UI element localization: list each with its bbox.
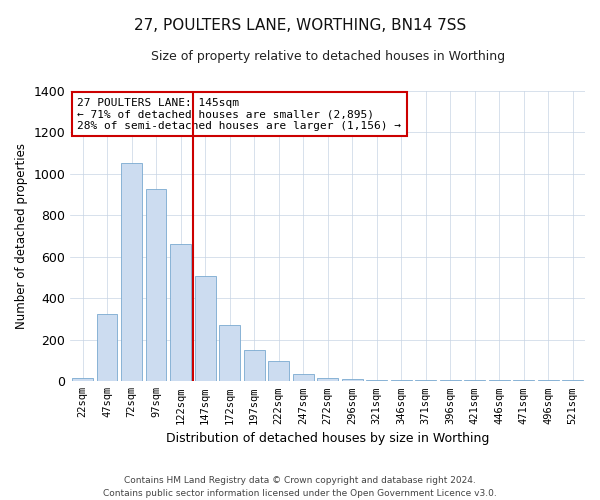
Bar	[538, 380, 559, 382]
Bar	[366, 380, 387, 382]
X-axis label: Distribution of detached houses by size in Worthing: Distribution of detached houses by size …	[166, 432, 490, 445]
Title: Size of property relative to detached houses in Worthing: Size of property relative to detached ho…	[151, 50, 505, 63]
Text: Contains HM Land Registry data © Crown copyright and database right 2024.
Contai: Contains HM Land Registry data © Crown c…	[103, 476, 497, 498]
Bar	[317, 378, 338, 382]
Bar	[514, 380, 534, 382]
Bar	[97, 314, 118, 382]
Bar	[391, 380, 412, 382]
Text: 27, POULTERS LANE, WORTHING, BN14 7SS: 27, POULTERS LANE, WORTHING, BN14 7SS	[134, 18, 466, 32]
Bar	[440, 380, 461, 382]
Bar	[268, 360, 289, 382]
Bar	[489, 380, 509, 382]
Text: 27 POULTERS LANE: 145sqm
← 71% of detached houses are smaller (2,895)
28% of sem: 27 POULTERS LANE: 145sqm ← 71% of detach…	[77, 98, 401, 130]
Y-axis label: Number of detached properties: Number of detached properties	[15, 143, 28, 329]
Bar	[415, 380, 436, 382]
Bar	[121, 163, 142, 382]
Bar	[146, 189, 166, 382]
Bar	[219, 325, 240, 382]
Bar	[170, 244, 191, 382]
Bar	[194, 276, 215, 382]
Bar	[562, 380, 583, 382]
Bar	[293, 374, 314, 382]
Bar	[244, 350, 265, 382]
Bar	[72, 378, 93, 382]
Bar	[464, 380, 485, 382]
Bar	[342, 379, 362, 382]
